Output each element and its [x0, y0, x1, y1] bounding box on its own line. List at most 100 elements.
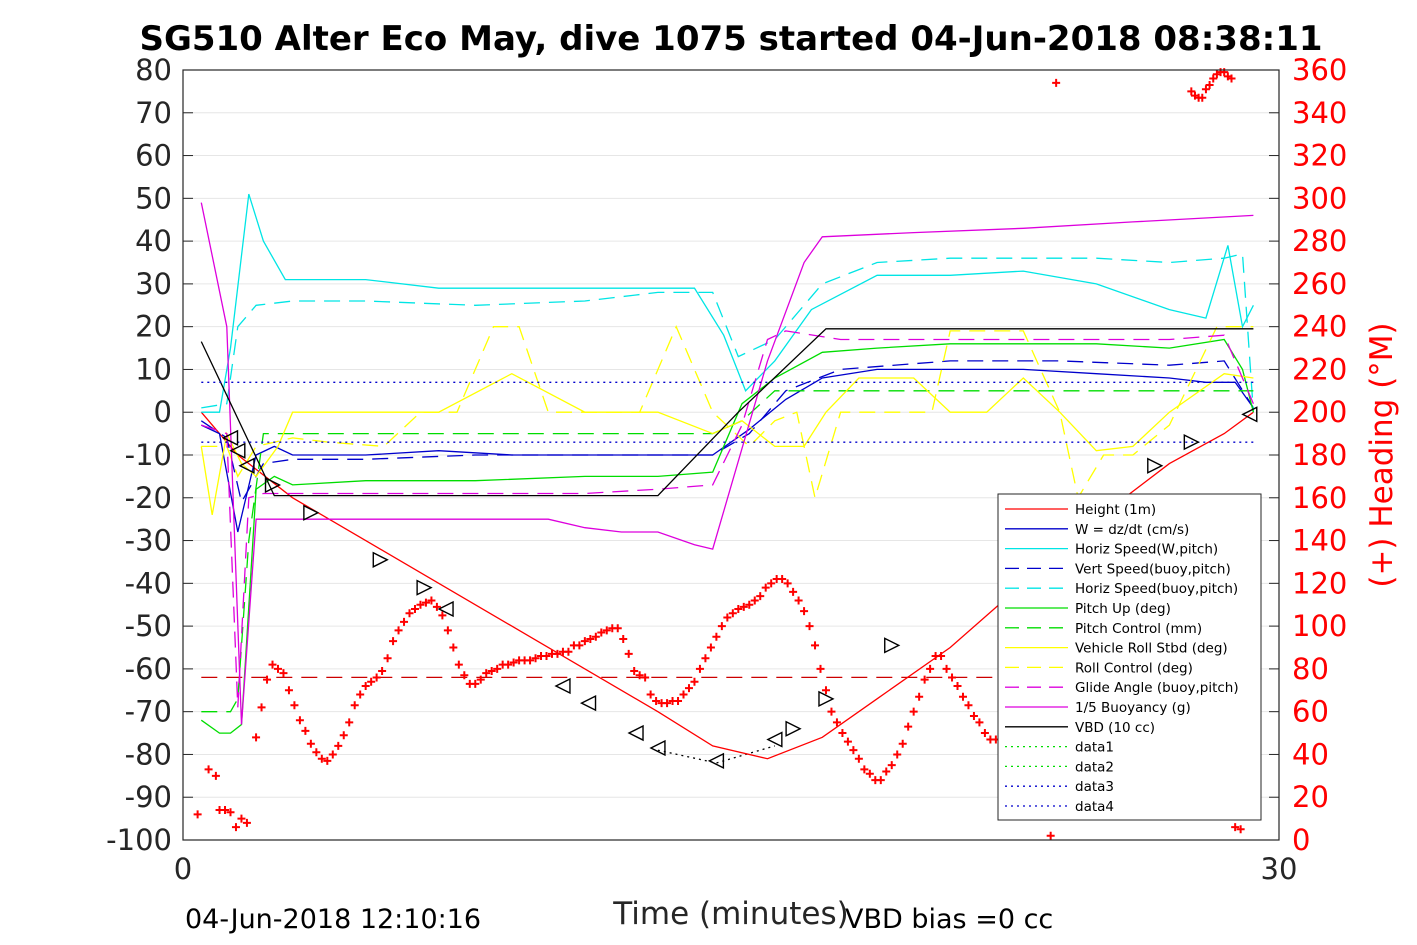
legend-entry: W = dz/dt (cm/s) [1075, 522, 1189, 538]
y-right-tick-label: 200 [1292, 395, 1347, 429]
heading-marker [460, 671, 469, 680]
heading-marker [684, 684, 693, 693]
heading-marker [284, 686, 293, 695]
heading-marker [794, 596, 803, 605]
legend-entry: data3 [1075, 779, 1114, 795]
y-right-tick-label: 300 [1292, 181, 1347, 215]
heading-marker [811, 641, 820, 650]
heading-marker [838, 729, 847, 738]
y-tick-label: -70 [125, 695, 172, 729]
heading-marker [909, 707, 918, 716]
heading-marker [876, 776, 885, 785]
heading-marker [193, 810, 202, 819]
heading-marker [1052, 78, 1061, 87]
left-axis: 80 70 60 50 40 30 20 10 0 -10 -20 -30 -40 -50 -60 -70 -8… [106, 53, 193, 857]
heading-marker [394, 626, 403, 635]
heading-marker [268, 660, 277, 669]
heading-marker [646, 690, 655, 699]
heading-marker [904, 722, 913, 731]
heading-marker [860, 765, 869, 774]
y-tick-label: -60 [125, 652, 172, 686]
heading-marker [301, 726, 310, 735]
heading-marker [454, 660, 463, 669]
heading-marker [674, 696, 683, 705]
legend-entry: Vehicle Roll Stbd (deg) [1075, 641, 1228, 657]
triangle-marker [238, 457, 255, 474]
heading-marker [564, 647, 573, 656]
legend-entry: Height (1m) [1075, 502, 1156, 518]
heading-marker [542, 652, 551, 661]
heading-marker [350, 701, 359, 710]
y-tick-label: -40 [125, 566, 172, 600]
legend-entry: data1 [1075, 740, 1114, 756]
y-right-tick-label: 40 [1292, 737, 1329, 771]
y-tick-label: -30 [125, 524, 172, 558]
legend-entry: Horiz Speed(buoy,pitch) [1075, 581, 1238, 597]
legend-entry: Roll Control (deg) [1075, 660, 1193, 676]
heading-marker [1201, 85, 1210, 94]
triangle-marker [221, 429, 239, 447]
heading-marker [356, 690, 365, 699]
series-line [201, 325, 1254, 500]
heading-marker [701, 654, 710, 663]
y-right-tick-label: 220 [1292, 352, 1347, 386]
heading-marker [378, 667, 387, 676]
triangle-marker [1241, 406, 1258, 423]
heading-marker [427, 596, 436, 605]
series-line [201, 193, 1254, 413]
heading-marker [717, 622, 726, 631]
heading-marker [586, 634, 595, 643]
heading-marker [339, 731, 348, 740]
heading-marker [942, 664, 951, 673]
heading-layer [194, 68, 1245, 840]
heading-marker [580, 637, 589, 646]
heading-marker [372, 673, 381, 682]
triangle-marker [416, 579, 433, 596]
heading-marker [526, 656, 535, 665]
triangle-layer [221, 406, 1258, 769]
triangle-marker [785, 720, 802, 737]
heading-marker [679, 690, 688, 699]
y-tick-label: 60 [135, 139, 172, 173]
y-right-tick-label: 320 [1292, 139, 1347, 173]
triangle-marker [766, 731, 783, 748]
legend-entry: Glide Angle (buoy,pitch) [1075, 680, 1239, 696]
heading-marker [257, 703, 266, 712]
triangle-marker [1183, 434, 1200, 451]
heading-marker [1187, 87, 1196, 96]
y-right-tick-label: 80 [1292, 652, 1329, 686]
y-right-tick-label: 0 [1292, 823, 1310, 857]
heading-marker [800, 607, 809, 616]
heading-marker [887, 761, 896, 770]
heading-marker [893, 750, 902, 759]
y-right-tick-label: 340 [1292, 96, 1347, 130]
y-tick-label: 20 [135, 310, 172, 344]
series-line [201, 330, 1254, 708]
heading-marker [761, 583, 770, 592]
series-layer [200, 193, 1255, 764]
y-right-tick-label: 100 [1292, 609, 1347, 643]
y-tick-label: -50 [125, 609, 172, 643]
heading-marker [504, 660, 513, 669]
legend-entry: 1/5 Buoyancy (g) [1075, 700, 1191, 716]
triangle-marker [818, 690, 835, 707]
heading-marker [980, 729, 989, 738]
heading-marker [969, 711, 978, 720]
heading-marker [745, 600, 754, 609]
x-tick-label: 0 [174, 852, 192, 886]
series-line [200, 202, 1254, 725]
heading-marker [865, 769, 874, 778]
heading-marker [263, 675, 272, 684]
triangle-marker [372, 551, 389, 568]
heading-marker [882, 767, 891, 776]
heading-marker [211, 771, 220, 780]
heading-marker [789, 587, 798, 596]
heading-marker [575, 641, 584, 650]
heading-marker [416, 600, 425, 609]
heading-marker [816, 664, 825, 673]
triangle-marker [707, 752, 725, 769]
y-right-tick-label: 160 [1292, 481, 1347, 515]
heading-marker [843, 737, 852, 746]
heading-marker [920, 675, 929, 684]
y-tick-label: 10 [135, 352, 172, 386]
